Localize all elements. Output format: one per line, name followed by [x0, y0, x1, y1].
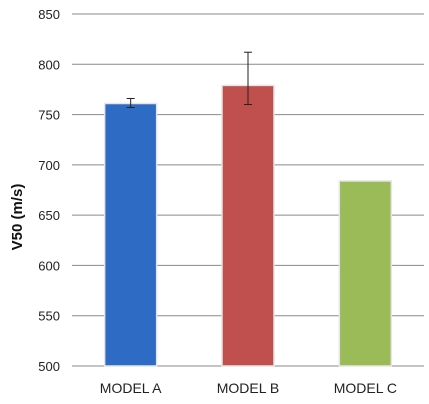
y-tick-550: 550: [38, 309, 60, 324]
y-tick-700: 700: [38, 158, 60, 173]
y-tick-labels: 500 550 600 650 700 750 800 850: [38, 7, 60, 374]
y-tick-850: 850: [38, 7, 60, 22]
y-tick-800: 800: [38, 57, 60, 72]
bar-model-b: [221, 84, 275, 367]
bar-model-a: [103, 102, 158, 367]
y-tick-600: 600: [38, 258, 60, 273]
error-bars: [126, 51, 252, 109]
error-bar-model-b: [244, 51, 252, 106]
x-category-labels: MODEL A MODEL B MODEL C: [100, 380, 397, 396]
y-tick-650: 650: [38, 208, 60, 223]
y-tick-500: 500: [38, 359, 60, 374]
x-tick-model-b: MODEL B: [217, 380, 280, 396]
x-tick-model-a: MODEL A: [100, 380, 162, 396]
bars: [103, 84, 393, 367]
y-axis-title: V50 (m/s): [9, 184, 26, 251]
error-bar-model-a: [126, 97, 135, 109]
y-tick-750: 750: [38, 108, 60, 123]
x-tick-model-c: MODEL C: [334, 380, 397, 396]
bar-model-c: [338, 180, 393, 367]
